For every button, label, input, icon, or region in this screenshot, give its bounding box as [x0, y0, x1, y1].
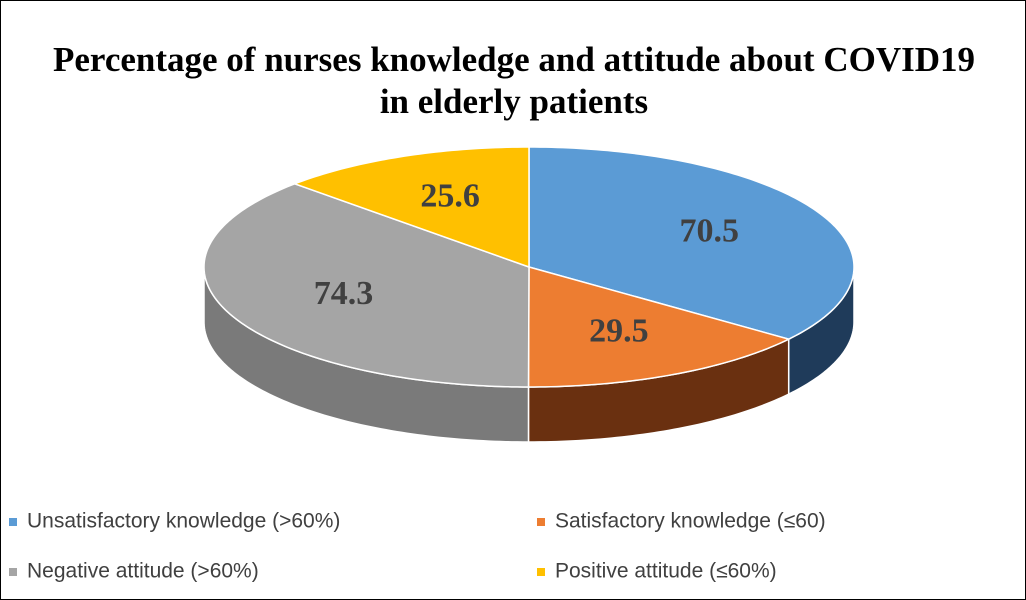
pie-slice-top	[527, 266, 791, 388]
data-label: 74.3	[314, 275, 374, 312]
pie-slice-top	[203, 182, 530, 388]
pie-slice	[292, 146, 530, 269]
legend-swatch	[9, 568, 17, 576]
pie-slice	[527, 266, 791, 388]
legend-label: Unsatisfactory knowledge (>60%)	[27, 510, 340, 533]
data-label: 70.5	[680, 213, 740, 250]
pie-slice-top	[292, 146, 530, 269]
legend-swatch	[537, 518, 545, 526]
chart-title: Percentage of nurses knowledge and attit…	[53, 40, 975, 121]
legend-swatch	[9, 518, 17, 526]
data-label: 25.6	[420, 177, 480, 214]
legend-label: Positive attitude (≤60%)	[555, 560, 777, 583]
data-label: 29.5	[589, 312, 649, 349]
legend-swatch	[537, 568, 545, 576]
legend-label: Negative attitude (>60%)	[27, 560, 259, 583]
pie-slice-top	[528, 146, 855, 340]
legend-label: Satisfactory knowledge (≤60)	[555, 510, 826, 533]
pie-slice	[528, 146, 855, 340]
pie-slice	[203, 182, 530, 388]
